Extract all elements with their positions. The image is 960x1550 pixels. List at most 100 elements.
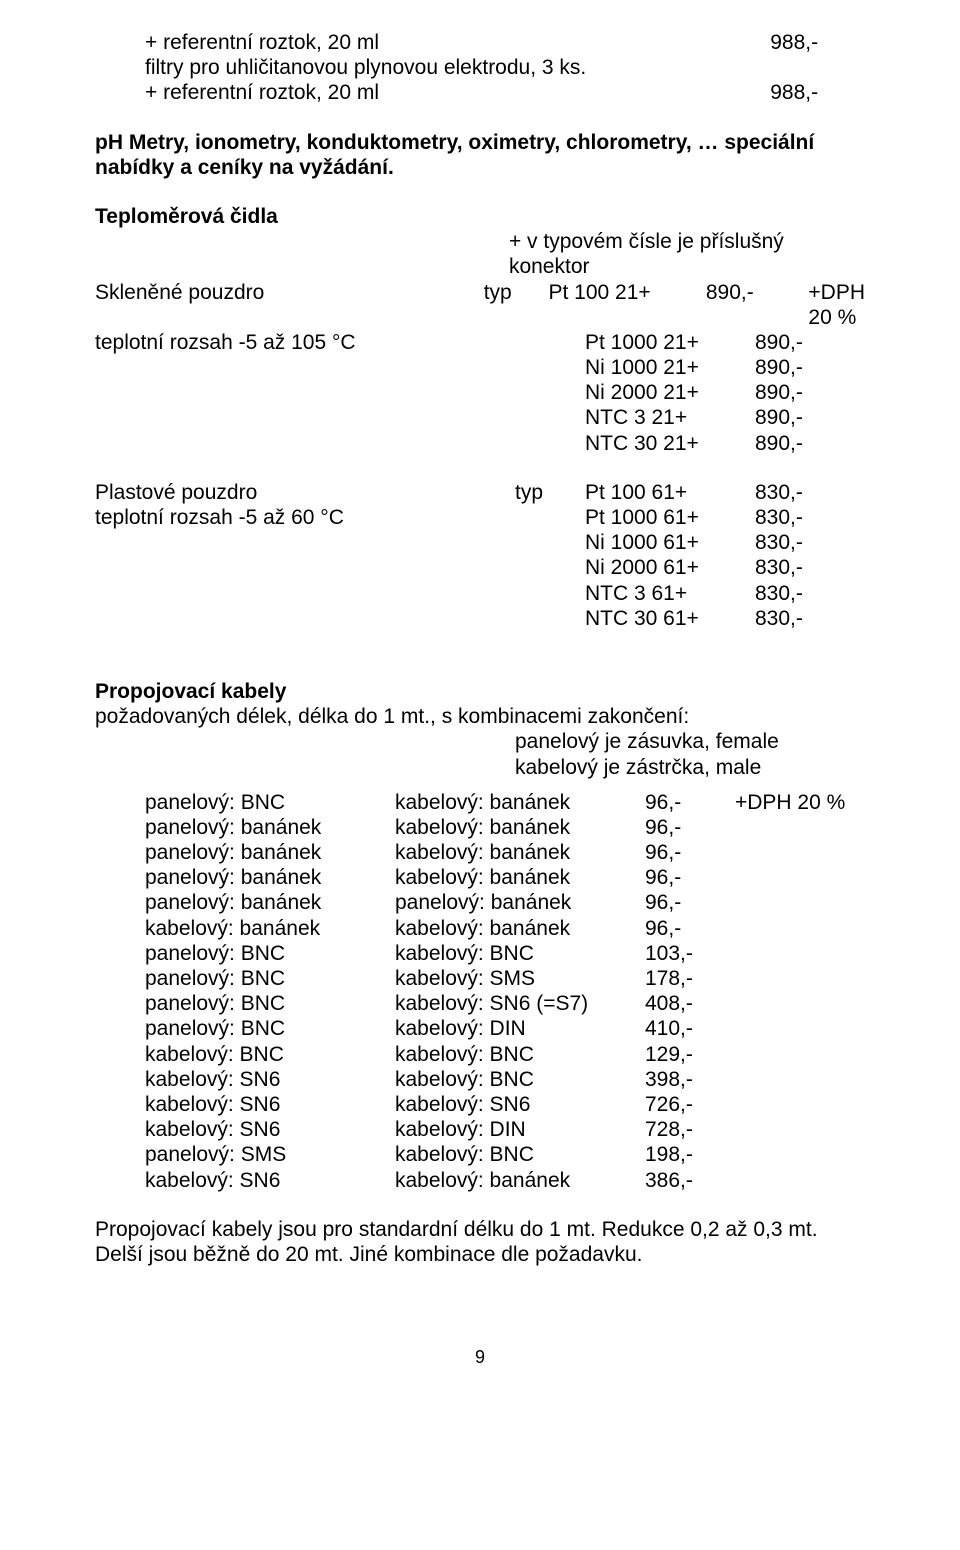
glass-code: Pt 1000 21+ (585, 330, 755, 355)
glass-price: 890,- (755, 380, 855, 405)
cable-price: 96,- (645, 790, 725, 815)
cable-row: panelový: BNCkabelový: SN6 (=S7)408,- (145, 991, 865, 1016)
cable-price: 410,- (645, 1016, 725, 1041)
cable-price: 386,- (645, 1168, 725, 1193)
cable-end-b: kabelový: banánek (395, 790, 645, 815)
glass-price: 890,- (755, 355, 855, 380)
footer-line2: Delší jsou běžně do 20 mt. Jiné kombinac… (95, 1242, 865, 1267)
top-line3-left: + referentní roztok, 20 ml (145, 80, 543, 105)
glass-range-label: teplotní rozsah -5 až 105 °C (95, 330, 515, 355)
glass-code: Pt 100 21+ (549, 280, 706, 330)
top-line1-price: 988,- (770, 30, 865, 55)
plast-code: NTC 3 61+ (585, 581, 755, 606)
cable-row: kabelový: SN6kabelový: BNC398,- (145, 1067, 865, 1092)
cable-row: kabelový: BNCkabelový: BNC129,- (145, 1042, 865, 1067)
cable-end-b: kabelový: BNC (395, 1142, 645, 1167)
plast-price: 830,- (755, 480, 855, 505)
cable-row: panelový: SMSkabelový: BNC198,- (145, 1142, 865, 1167)
glass-row: NTC 30 21+890,- (95, 431, 865, 456)
cable-price: 96,- (645, 916, 725, 941)
cable-end-a: panelový: BNC (145, 991, 395, 1016)
cable-end-a: panelový: BNC (145, 790, 395, 815)
cable-end-a: panelový: banánek (145, 840, 395, 865)
glass-price: 890,- (755, 330, 855, 355)
cables-block: panelový: BNCkabelový: banánek96,-+DPH 2… (145, 790, 865, 1193)
cable-row: panelový: banánekkabelový: banánek96,- (145, 865, 865, 890)
glass-row: Ni 1000 21+890,- (95, 355, 865, 380)
cable-end-a: kabelový: banánek (145, 916, 395, 941)
cable-end-a: panelový: SMS (145, 1142, 395, 1167)
cable-end-b: kabelový: banánek (395, 1168, 645, 1193)
cable-end-b: kabelový: DIN (395, 1117, 645, 1142)
top-line3: + referentní roztok, 20 ml 988,- (145, 80, 865, 105)
plast-code: Ni 1000 61+ (585, 530, 755, 555)
plast-row: NTC 30 61+830,- (95, 606, 865, 631)
cable-price: 96,- (645, 815, 725, 840)
cables-note2: kabelový je zástrčka, male (515, 755, 865, 780)
cable-price: 103,- (645, 941, 725, 966)
cable-row: panelový: banánekkabelový: banánek96,- (145, 840, 865, 865)
glass-code: NTC 30 21+ (585, 431, 755, 456)
cable-end-b: kabelový: banánek (395, 916, 645, 941)
cable-row: panelový: BNCkabelový: BNC103,- (145, 941, 865, 966)
cable-end-a: kabelový: SN6 (145, 1067, 395, 1092)
glass-code: Ni 2000 21+ (585, 380, 755, 405)
glass-row: Skleněné pouzdrotypPt 100 21+890,-+DPH 2… (95, 280, 865, 330)
dph-label: +DPH 20 % (725, 790, 865, 815)
cable-row: panelový: BNCkabelový: DIN410,- (145, 1016, 865, 1041)
plast-price: 830,- (755, 530, 855, 555)
cables-note1: panelový je zásuvka, female (515, 729, 865, 754)
cable-end-b: kabelový: SN6 (=S7) (395, 991, 645, 1016)
cable-end-a: kabelový: BNC (145, 1042, 395, 1067)
cable-row: panelový: banánekpanelový: banánek96,- (145, 890, 865, 915)
plast-left-label: Plastové pouzdro (95, 480, 515, 505)
plast-code: Ni 2000 61+ (585, 555, 755, 580)
plast-typ-label: typ (515, 480, 585, 505)
cable-price: 96,- (645, 865, 725, 890)
cable-price: 408,- (645, 991, 725, 1016)
glass-price: 890,- (755, 431, 855, 456)
glass-row: teplotní rozsah -5 až 105 °C Pt 1000 21+8… (95, 330, 865, 355)
page-number: 9 (95, 1347, 865, 1369)
ph-heading: pH Metry, ionometry, konduktometry, oxim… (95, 130, 865, 180)
glass-code: Ni 1000 21+ (585, 355, 755, 380)
cable-end-a: panelový: BNC (145, 966, 395, 991)
glass-typ-label: typ (484, 280, 549, 330)
cable-row: panelový: banánekkabelový: banánek96,- (145, 815, 865, 840)
plast-price: 830,- (755, 606, 855, 631)
plast-range-label: teplotní rozsah -5 až 60 °C (95, 505, 515, 530)
cable-end-a: kabelový: SN6 (145, 1117, 395, 1142)
cable-end-b: kabelový: BNC (395, 1042, 645, 1067)
glass-block: Skleněné pouzdrotypPt 100 21+890,-+DPH 2… (95, 280, 865, 456)
plast-code: NTC 30 61+ (585, 606, 755, 631)
cable-price: 198,- (645, 1142, 725, 1167)
plast-code: Pt 1000 61+ (585, 505, 755, 530)
cable-end-b: kabelový: SMS (395, 966, 645, 991)
cable-end-b: kabelový: banánek (395, 865, 645, 890)
cable-price: 398,- (645, 1067, 725, 1092)
top-line1: + referentní roztok, 20 ml 988,- (145, 30, 865, 55)
cable-end-b: kabelový: banánek (395, 815, 645, 840)
cable-price: 728,- (645, 1117, 725, 1142)
glass-code: NTC 3 21+ (585, 405, 755, 430)
cable-end-b: kabelový: banánek (395, 840, 645, 865)
cable-end-b: kabelový: SN6 (395, 1092, 645, 1117)
cable-end-a: kabelový: SN6 (145, 1168, 395, 1193)
glass-price: 890,- (755, 405, 855, 430)
glass-left-label: Skleněné pouzdro (95, 280, 484, 330)
cables-heading: Propojovací kabely (95, 679, 865, 704)
plast-row: teplotní rozsah -5 až 60 °CPt 1000 61+83… (95, 505, 865, 530)
cable-end-a: panelový: BNC (145, 941, 395, 966)
cable-end-b: kabelový: BNC (395, 941, 645, 966)
plast-block: Plastové pouzdrotypPt 100 61+830,-teplot… (95, 480, 865, 631)
teplo-heading: Teploměrová čidla (95, 204, 865, 229)
cables-sub1: požadovaných délek, délka do 1 mt., s ko… (95, 704, 865, 729)
plast-price: 830,- (755, 555, 855, 580)
cable-row: panelový: BNCkabelový: banánek96,-+DPH 2… (145, 790, 865, 815)
plast-code: Pt 100 61+ (585, 480, 755, 505)
glass-price: 890,- (706, 280, 799, 330)
dph-label: +DPH 20 % (798, 280, 865, 330)
cable-row: kabelový: SN6kabelový: SN6726,- (145, 1092, 865, 1117)
cable-price: 726,- (645, 1092, 725, 1117)
plast-row: NTC 3 61+830,- (95, 581, 865, 606)
